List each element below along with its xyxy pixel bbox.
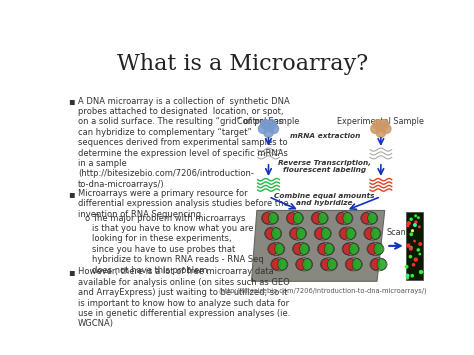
Circle shape xyxy=(406,274,409,277)
Circle shape xyxy=(407,244,410,247)
Ellipse shape xyxy=(368,212,377,224)
Circle shape xyxy=(418,217,419,218)
Text: ▪: ▪ xyxy=(69,267,75,278)
Circle shape xyxy=(410,256,411,258)
Circle shape xyxy=(269,124,279,133)
Circle shape xyxy=(419,271,422,273)
Text: Scan: Scan xyxy=(387,228,406,237)
Ellipse shape xyxy=(371,258,380,270)
Text: However, there is a lot of free microarray data
available for analysis online (o: However, there is a lot of free microarr… xyxy=(78,267,290,328)
Ellipse shape xyxy=(365,228,374,239)
Ellipse shape xyxy=(287,212,296,224)
Text: A DNA microarray is a collection of  synthetic DNA
probes attached to designated: A DNA microarray is a collection of synt… xyxy=(78,97,290,189)
Circle shape xyxy=(408,222,410,224)
Ellipse shape xyxy=(352,258,362,270)
Circle shape xyxy=(414,240,415,242)
Ellipse shape xyxy=(346,258,356,270)
Circle shape xyxy=(258,124,268,133)
Circle shape xyxy=(267,120,276,129)
Circle shape xyxy=(412,264,415,266)
Ellipse shape xyxy=(362,212,371,224)
Circle shape xyxy=(264,128,273,137)
Ellipse shape xyxy=(302,258,312,270)
Circle shape xyxy=(382,124,391,133)
Ellipse shape xyxy=(296,258,306,270)
Ellipse shape xyxy=(300,243,309,255)
FancyBboxPatch shape xyxy=(406,212,423,280)
Ellipse shape xyxy=(321,258,330,270)
Circle shape xyxy=(419,243,421,245)
Ellipse shape xyxy=(340,228,349,239)
Circle shape xyxy=(414,258,417,261)
Text: ▪: ▪ xyxy=(69,97,75,106)
Text: Combine equal amounts
and hybridize: Combine equal amounts and hybridize xyxy=(274,193,375,206)
Ellipse shape xyxy=(272,228,281,239)
Ellipse shape xyxy=(343,243,352,255)
Ellipse shape xyxy=(268,243,278,255)
Polygon shape xyxy=(251,211,385,281)
Circle shape xyxy=(410,218,412,220)
Circle shape xyxy=(410,247,412,250)
Ellipse shape xyxy=(312,212,321,224)
Circle shape xyxy=(261,120,270,129)
Ellipse shape xyxy=(278,258,287,270)
Ellipse shape xyxy=(275,243,284,255)
Ellipse shape xyxy=(268,212,278,224)
Circle shape xyxy=(379,120,389,129)
Ellipse shape xyxy=(371,228,380,239)
Ellipse shape xyxy=(296,228,306,239)
Ellipse shape xyxy=(343,212,352,224)
Text: The major problem with microarrays
is that you have to know what you are
looking: The major problem with microarrays is th… xyxy=(92,214,264,274)
Ellipse shape xyxy=(293,212,302,224)
Ellipse shape xyxy=(349,243,358,255)
Text: Microarrays were a primary resource for
differential expression analysis studies: Microarrays were a primary resource for … xyxy=(78,189,289,219)
Ellipse shape xyxy=(321,228,330,239)
Ellipse shape xyxy=(337,212,346,224)
Circle shape xyxy=(373,120,383,129)
Circle shape xyxy=(264,122,273,131)
Circle shape xyxy=(415,215,417,217)
Ellipse shape xyxy=(265,228,275,239)
Circle shape xyxy=(407,225,409,226)
Text: Experimental Sample: Experimental Sample xyxy=(337,117,424,126)
Text: mRNA extraction: mRNA extraction xyxy=(290,133,360,139)
Circle shape xyxy=(371,124,380,133)
Ellipse shape xyxy=(272,258,281,270)
Ellipse shape xyxy=(374,243,383,255)
Text: o: o xyxy=(84,214,89,223)
Circle shape xyxy=(405,266,408,268)
Ellipse shape xyxy=(262,212,272,224)
Ellipse shape xyxy=(318,243,328,255)
Text: What is a Microarray?: What is a Microarray? xyxy=(118,53,368,75)
Circle shape xyxy=(407,277,409,279)
Circle shape xyxy=(414,224,416,226)
Ellipse shape xyxy=(377,258,386,270)
Circle shape xyxy=(419,253,420,255)
Ellipse shape xyxy=(346,228,356,239)
Circle shape xyxy=(411,230,413,232)
Ellipse shape xyxy=(328,258,337,270)
Text: (http://bitesizebio.com/7206/introduction-to-dna-microarrays/): (http://bitesizebio.com/7206/introductio… xyxy=(219,288,427,294)
Circle shape xyxy=(376,128,385,137)
Circle shape xyxy=(415,221,417,223)
Ellipse shape xyxy=(290,228,300,239)
Text: Control Sample: Control Sample xyxy=(237,117,300,126)
Ellipse shape xyxy=(293,243,302,255)
Circle shape xyxy=(419,226,420,228)
Ellipse shape xyxy=(318,212,328,224)
Circle shape xyxy=(376,122,385,131)
Text: ▪: ▪ xyxy=(69,189,75,199)
Ellipse shape xyxy=(368,243,377,255)
Text: Reverse Transcription,
flourescent labeling: Reverse Transcription, flourescent label… xyxy=(278,160,371,173)
Ellipse shape xyxy=(315,228,324,239)
Circle shape xyxy=(417,249,419,251)
Circle shape xyxy=(410,233,412,235)
Circle shape xyxy=(411,274,413,277)
Ellipse shape xyxy=(324,243,334,255)
Circle shape xyxy=(410,247,412,248)
